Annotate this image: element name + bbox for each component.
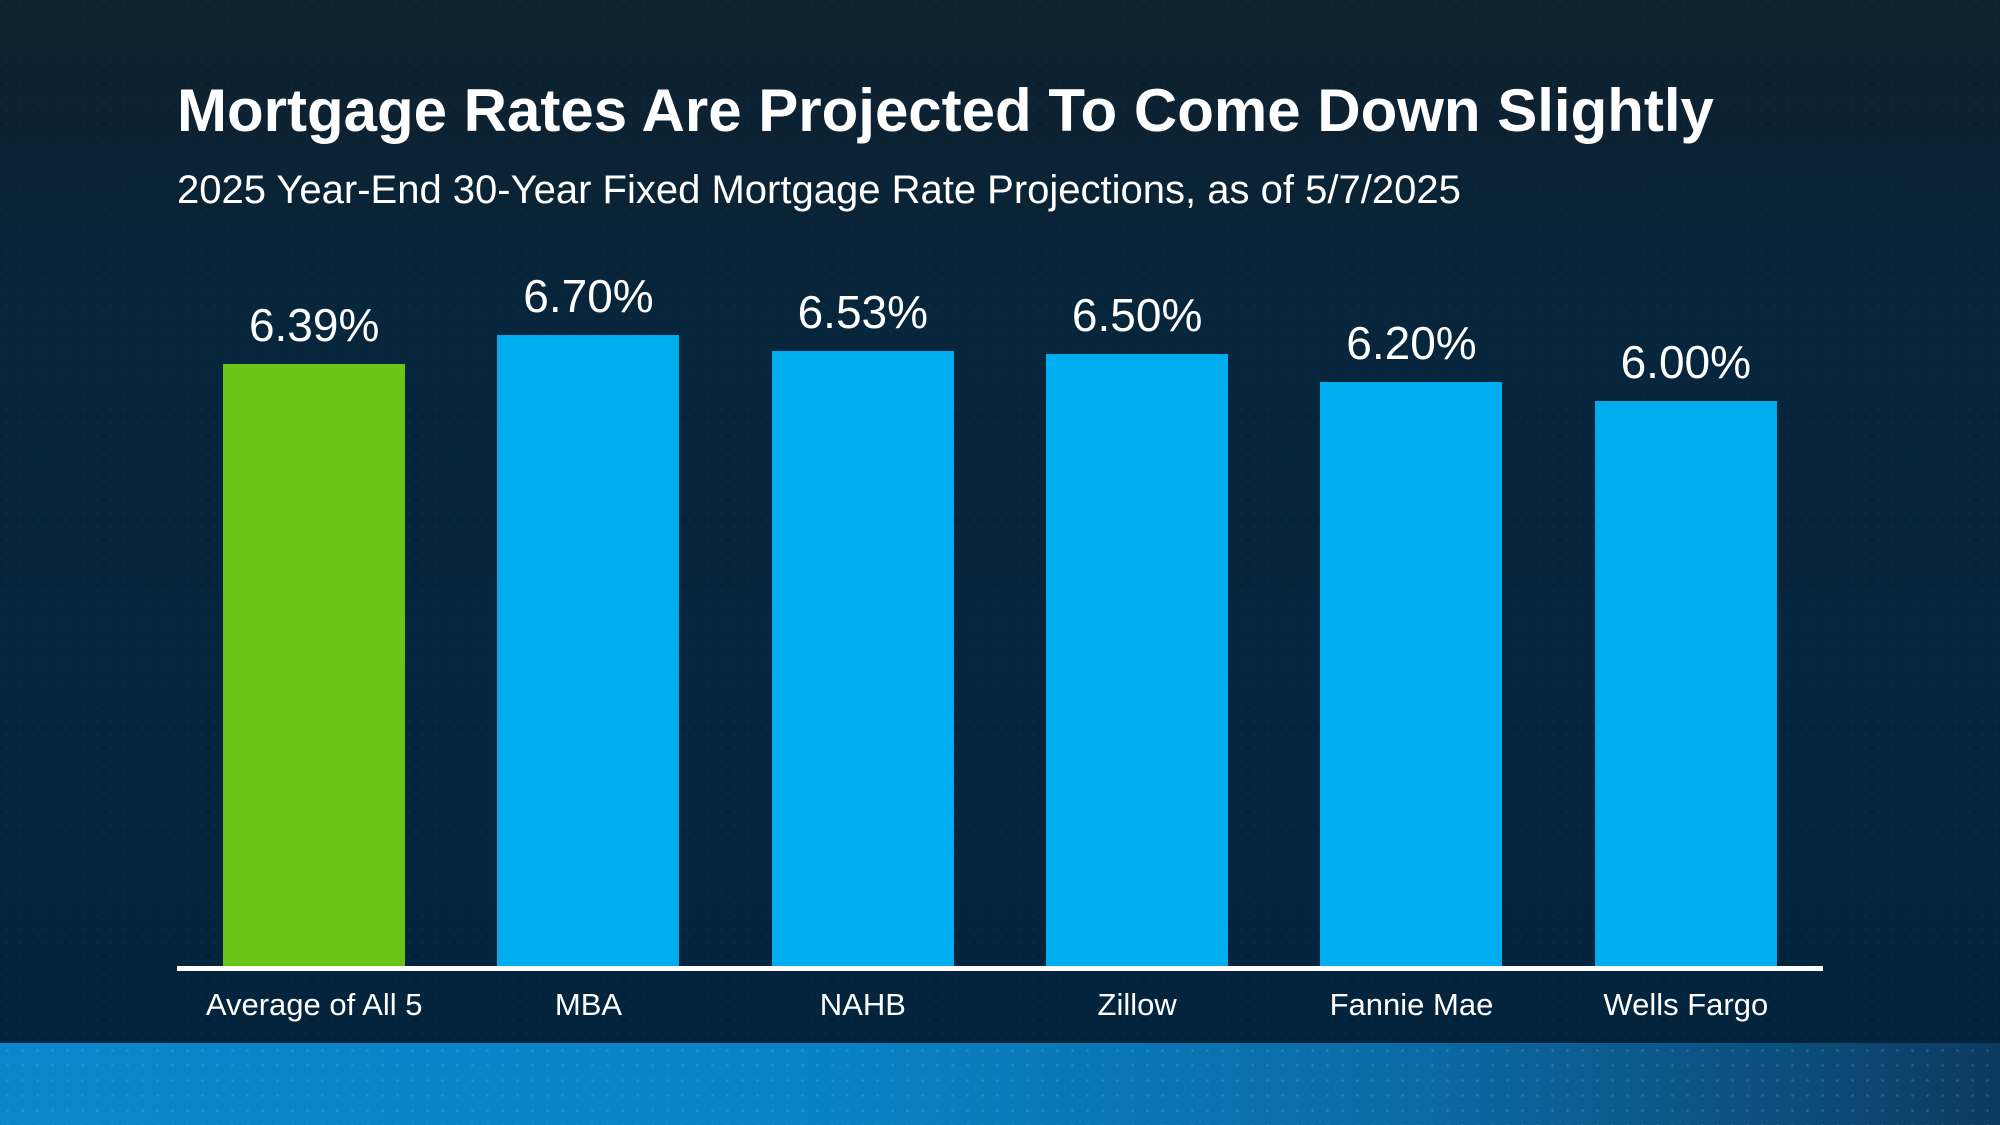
bar [497,335,680,966]
category-label: Average of All 5 [205,987,423,1022]
bar [1046,354,1229,966]
chart-subtitle: 2025 Year-End 30-Year Fixed Mortgage Rat… [177,168,1461,212]
bar-value-label: 6.39% [248,299,380,351]
category-label: Fannie Mae [1329,987,1494,1022]
bar-cell: 6.00% [1549,335,1823,966]
bar-cell: 6.70% [451,273,725,966]
bar-cell: 6.53% [726,289,1000,966]
bar [1594,401,1777,966]
x-axis-category-labels: Average of All 5 MBA NAHB Zillow Fannie Mae W… [177,986,1823,1023]
bar-value-label: 6.50% [1071,289,1203,341]
bar [1320,382,1503,966]
bar-value-label: 6.70% [523,270,654,322]
bar [771,351,954,966]
bar-value-label: 6.00% [1620,336,1752,388]
bar-cell: 6.50% [1000,292,1274,966]
chart-title: Mortgage Rates Are Projected To Come Dow… [177,77,1714,144]
category-label: MBA [554,987,623,1022]
bar [223,364,406,966]
footer-accent-band [0,1043,2000,1125]
bar-value-label: 6.53% [797,286,929,338]
x-axis-baseline [177,966,1823,971]
bar-value-label: 6.20% [1346,317,1477,369]
bar-cell: 6.20% [1274,320,1548,966]
category-label: Wells Fargo [1603,987,1769,1022]
bar-cell: 6.39% [177,302,451,966]
bar-chart-plot-area: 6.39% 6.70% 6.53% 6.50% 6.20% 6.00% [177,273,1823,966]
category-label: Zillow [1097,987,1177,1022]
category-label: NAHB [819,987,906,1022]
